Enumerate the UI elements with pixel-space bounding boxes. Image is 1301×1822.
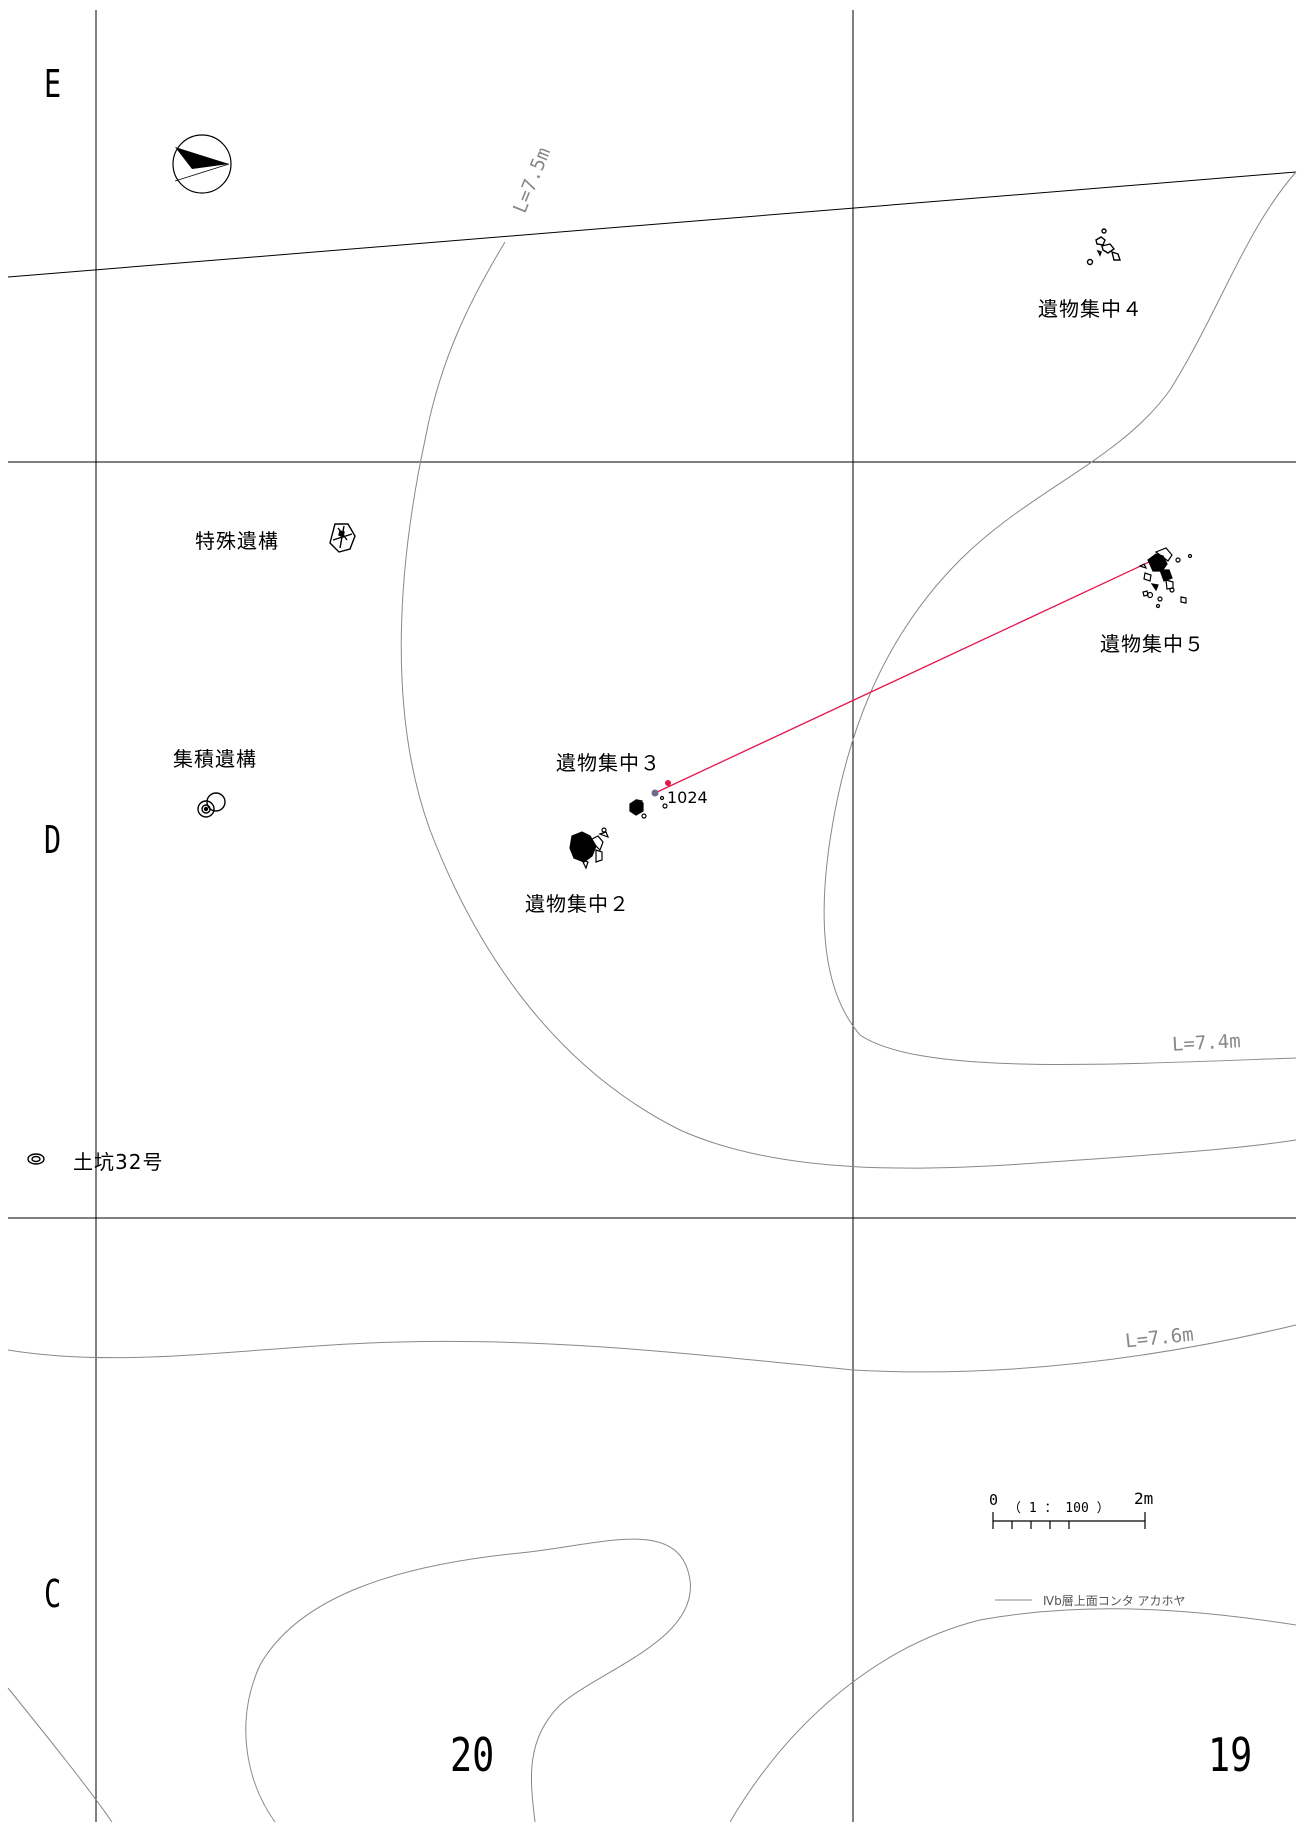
concentration-2-label: 遺物集中２ [525,892,630,916]
contour-line-7-4 [823,171,1297,1065]
accumulation-feature-icon [197,792,226,818]
grid-row-label-c: C [44,1572,62,1616]
concentration-3-label: 遺物集中３ [556,751,661,775]
contour-line-lower-center [245,1538,691,1822]
grid-line-diagonal [7,171,1297,278]
artifact-number-label: 1024 [667,788,708,807]
refit-point-mid [665,780,671,786]
grid-lines [7,10,1297,1822]
concentration-5-label: 遺物集中５ [1100,632,1205,656]
contour-line-lower-left [7,1687,113,1822]
north-arrow-icon [172,134,232,194]
concentration-4-label: 遺物集中４ [1038,297,1143,321]
special-feature-label: 特殊遺構 [195,529,279,553]
contour-line-lower-right [729,1608,1297,1822]
legend-text: Ⅳb層上面コンタ アカホヤ [1043,1594,1186,1608]
contour-line-7-5 [400,241,1297,1169]
refit-point-start [651,789,659,797]
scale-bar-graphic [992,1512,1146,1529]
special-feature-icon [329,523,356,553]
scale-bar-max: 2m [1134,1489,1154,1508]
grid-row-label-d: D [44,818,62,862]
refit-line-group [651,555,1163,797]
pit-32-icon [27,1153,45,1165]
refit-line [654,555,1163,794]
grid-column-label-20: 20 [450,1728,495,1782]
grid-row-label-e: E [44,62,62,106]
concentration-3-artifacts [629,795,668,819]
contour-label-7-4: L=7.4m [1171,1030,1242,1056]
scale-bar-ratio: （ 1 ： 100 ） [1008,1501,1110,1516]
concentration-4-artifacts [1086,228,1121,266]
contour-lines [7,171,1297,1822]
concentration-5-artifacts [1138,547,1193,609]
grid-column-label-19: 19 [1208,1728,1253,1782]
accumulation-feature-label: 集積遺構 [173,747,257,771]
scale-bar-zero: 0 [989,1491,999,1509]
contour-line-7-6 [7,1324,1297,1373]
pit-32-label: 土坑32号 [73,1150,164,1174]
concentration-2-artifacts [569,827,610,870]
